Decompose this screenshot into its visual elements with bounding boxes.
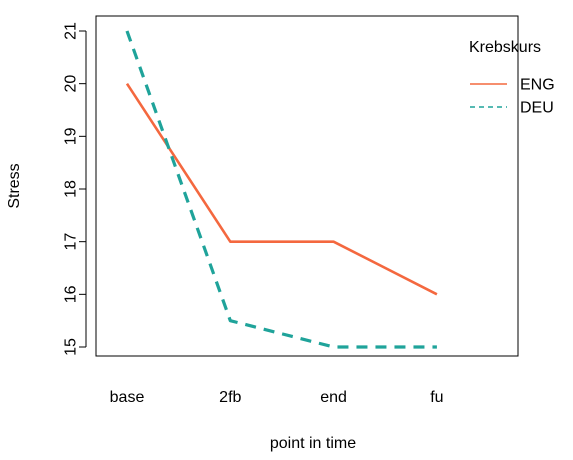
series-line-eng	[125, 82, 438, 296]
y-axis: 15 16 17 18 19 20 21	[63, 22, 87, 356]
series-line-deu	[125, 30, 437, 349]
x-tick-label: fu	[430, 389, 443, 406]
x-axis: base 2fb end fu	[110, 389, 444, 406]
x-tick-label: 2fb	[219, 389, 241, 406]
y-axis-label: Stress	[6, 163, 23, 208]
y-tick-label: 15	[63, 338, 80, 356]
y-tick-label: 17	[63, 233, 80, 251]
y-tick-label: 19	[63, 127, 80, 145]
plot-frame	[95, 15, 519, 357]
x-tick-label: end	[320, 389, 347, 406]
x-axis-label: point in time	[270, 435, 356, 452]
x-tick-label: base	[110, 389, 145, 406]
legend-label-eng: ENG	[520, 77, 555, 94]
y-tick-label: 20	[63, 75, 80, 93]
legend-title: Krebskurs	[469, 39, 541, 56]
series-layer	[125, 30, 438, 349]
legend: Krebskurs ENG DEU	[469, 39, 555, 117]
legend-label-deu: DEU	[520, 100, 554, 117]
y-tick-label: 21	[63, 22, 80, 40]
y-tick-label: 18	[63, 180, 80, 198]
y-tick-label: 16	[63, 285, 80, 303]
